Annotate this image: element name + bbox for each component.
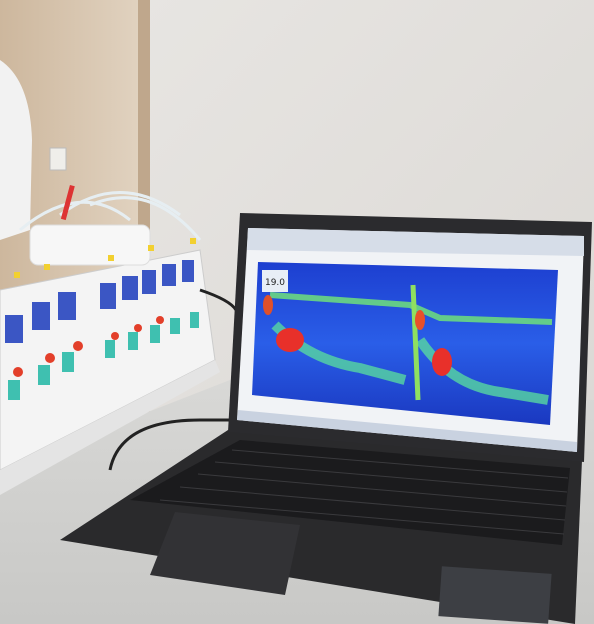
pump-device (0, 184, 220, 495)
toolbar (247, 228, 584, 256)
keyboard (130, 440, 570, 545)
person-sleeve (0, 60, 32, 240)
laptop: 19.0 (60, 213, 592, 624)
sticker (438, 566, 552, 624)
cable (199, 288, 238, 311)
readout-box (262, 270, 288, 292)
touchpad (150, 512, 300, 595)
taskbar (237, 410, 577, 452)
screen-readout: 19.0 (265, 278, 285, 288)
cable (108, 418, 240, 471)
switch (49, 147, 67, 171)
